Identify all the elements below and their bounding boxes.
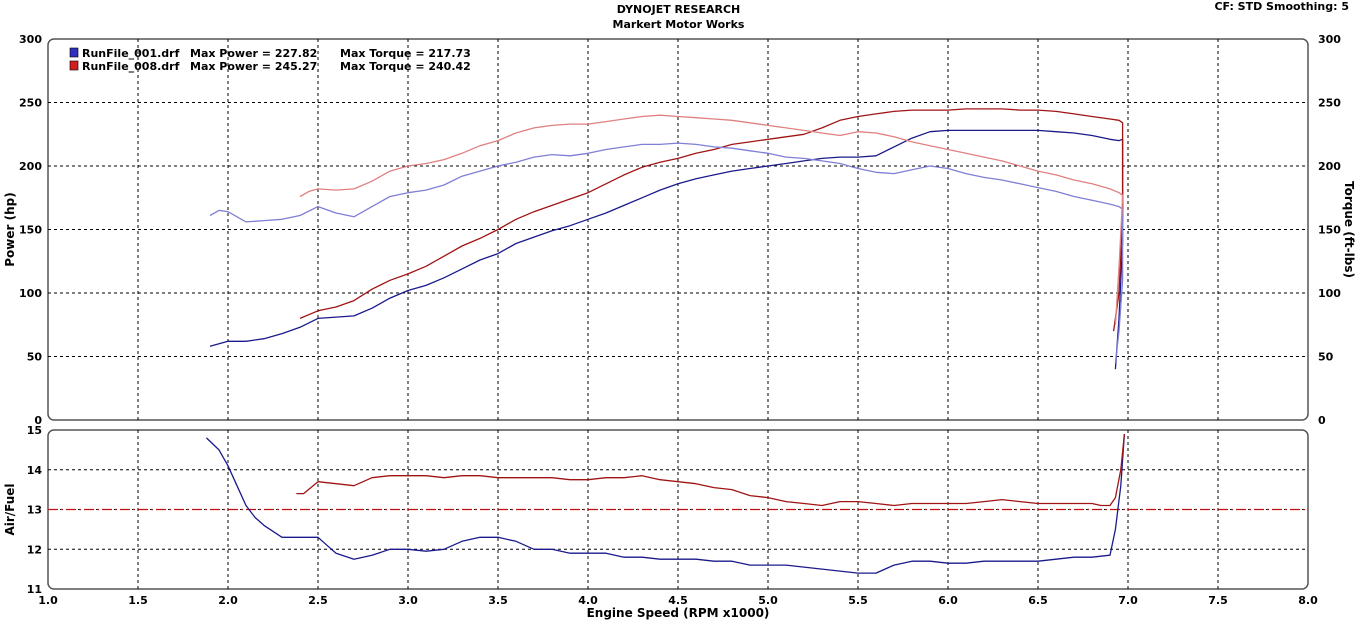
rpm-tick-label: 7.0 (1118, 594, 1138, 607)
legend-swatch (69, 47, 79, 58)
rpm-axis-title: Engine Speed (RPM x1000) (587, 606, 770, 620)
torque-tick-label: 200 (1318, 160, 1341, 173)
rpm-tick-label: 6.0 (938, 594, 958, 607)
legend-swatch (69, 60, 79, 71)
afr-tick-label: 15 (27, 424, 42, 437)
power-curve-run008 (299, 108, 1124, 332)
afr-curve-run001 (205, 433, 1126, 574)
rpm-tick-label: 7.5 (1208, 594, 1228, 607)
rpm-tick-label: 2.5 (308, 594, 328, 607)
power-curve-run001 (209, 129, 1124, 370)
rpm-tick-label: 4.0 (578, 594, 598, 607)
rpm-tick-label: 1.0 (38, 594, 58, 607)
torque-curve-run001 (209, 142, 1124, 363)
torque-curve-run008 (299, 114, 1124, 325)
rpm-tick-label: 6.5 (1028, 594, 1048, 607)
rpm-tick-label: 3.5 (488, 594, 508, 607)
legend-file-label: RunFile_008.drf (82, 60, 180, 73)
rpm-tick-label: 4.5 (668, 594, 688, 607)
rpm-tick-label: 5.5 (848, 594, 868, 607)
torque-tick-label: 150 (1318, 224, 1341, 237)
rpm-tick-label: 1.5 (128, 594, 148, 607)
afr-curve-run008 (296, 433, 1126, 507)
power-tick-label: 50 (27, 351, 43, 364)
torque-tick-label: 0 (1318, 414, 1326, 427)
power-tick-label: 150 (19, 224, 42, 237)
afr-tick-label: 14 (27, 464, 43, 477)
afr-tick-label: 12 (27, 543, 42, 556)
torque-tick-label: 250 (1318, 97, 1341, 110)
rpm-tick-label: 5.0 (758, 594, 778, 607)
legend-max-torque: Max Torque = 217.73 (340, 47, 471, 60)
correction-factor-label: CF: STD Smoothing: 5 (1214, 0, 1349, 13)
afr-tick-label: 11 (27, 583, 42, 596)
power-tick-label: 250 (19, 97, 42, 110)
rpm-tick-label: 3.0 (398, 594, 418, 607)
chart-title: DYNOJET RESEARCH (616, 3, 741, 16)
rpm-tick-label: 2.0 (218, 594, 238, 607)
afr-tick-label: 13 (27, 504, 42, 517)
power-tick-label: 200 (19, 160, 42, 173)
power-tick-label: 0 (34, 414, 42, 427)
chart-subtitle: Markert Motor Works (612, 18, 745, 31)
torque-axis-title: Torque (ft-lbs) (1342, 181, 1356, 278)
afr-axis-title: Air/Fuel (3, 483, 17, 535)
torque-tick-label: 50 (1318, 351, 1334, 364)
power-axis-title: Power (hp) (3, 192, 17, 266)
legend-file-label: RunFile_001.drf (82, 47, 180, 60)
legend-max-torque: Max Torque = 240.42 (340, 60, 471, 73)
power-tick-label: 100 (19, 287, 42, 300)
legend-max-power: Max Power = 245.27 (190, 60, 317, 73)
torque-tick-label: 300 (1318, 33, 1341, 46)
legend-max-power: Max Power = 227.82 (190, 47, 317, 60)
rpm-tick-label: 8.0 (1298, 594, 1318, 607)
power-tick-label: 300 (19, 33, 42, 46)
torque-tick-label: 100 (1318, 287, 1341, 300)
